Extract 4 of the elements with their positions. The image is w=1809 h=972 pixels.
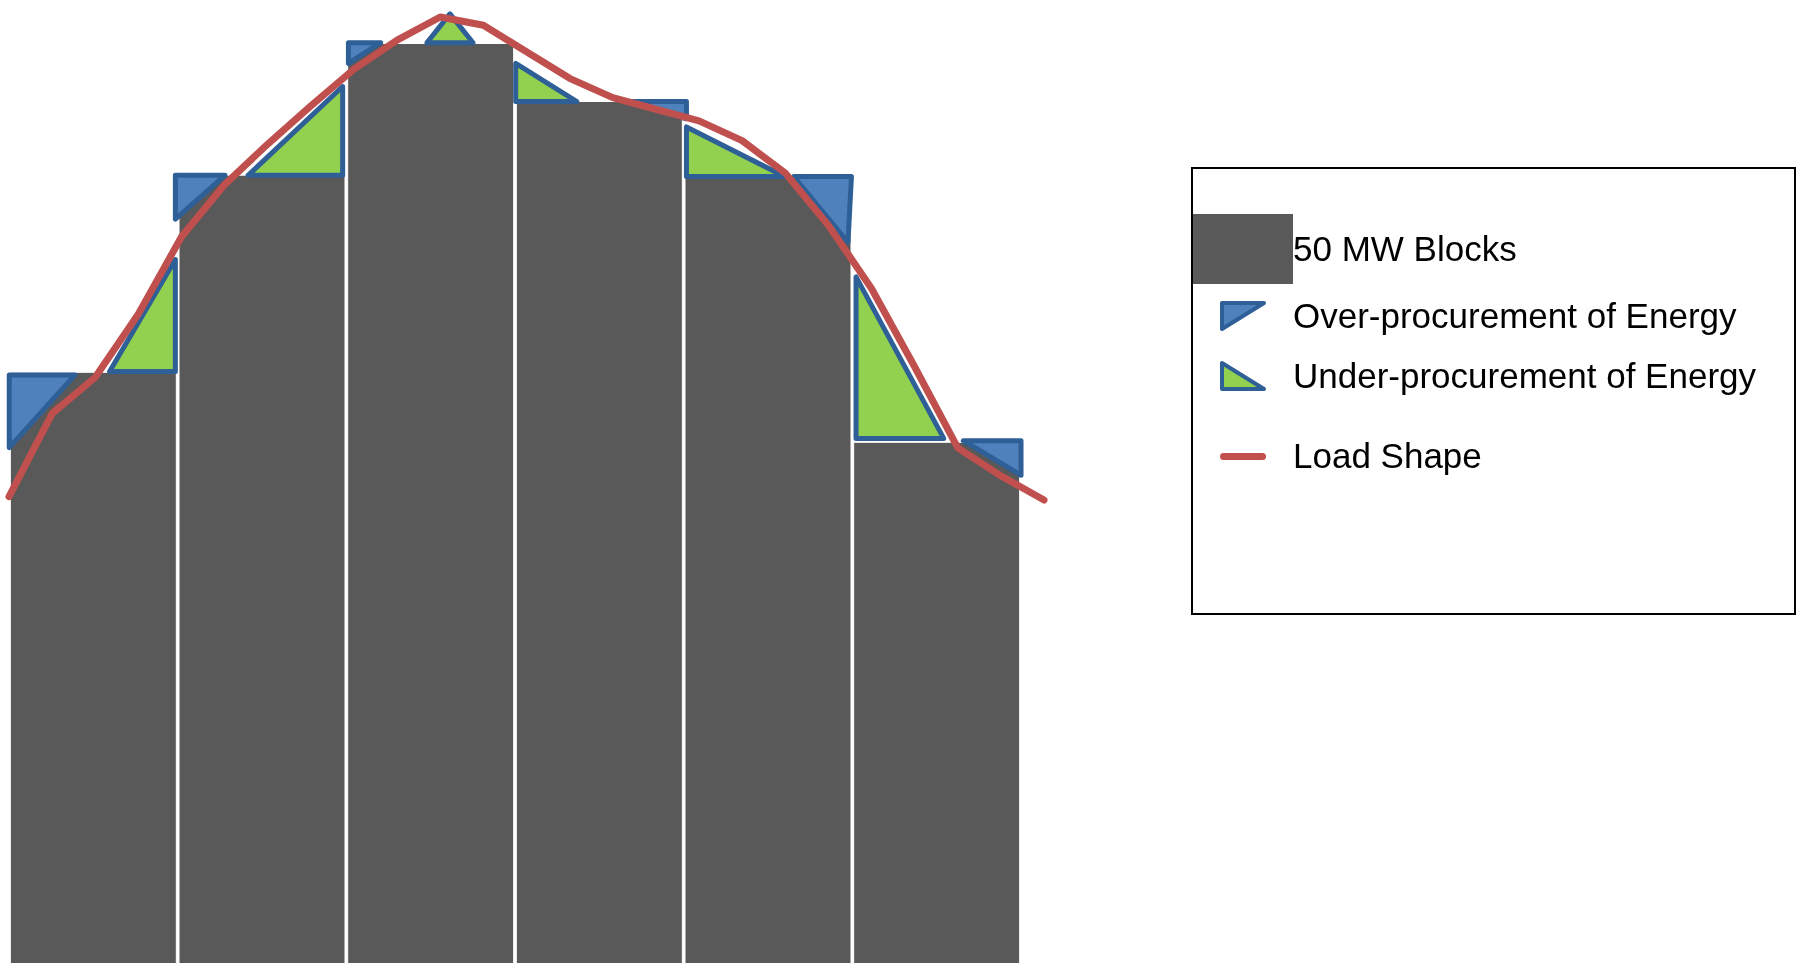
text: Over-procurement of Energy xyxy=(1293,295,1738,337)
legend-label: Load Shape xyxy=(1293,435,1483,477)
text: 50 MW Blocks xyxy=(1293,228,1518,270)
text: Under-procurement of Energy xyxy=(1293,355,1757,397)
